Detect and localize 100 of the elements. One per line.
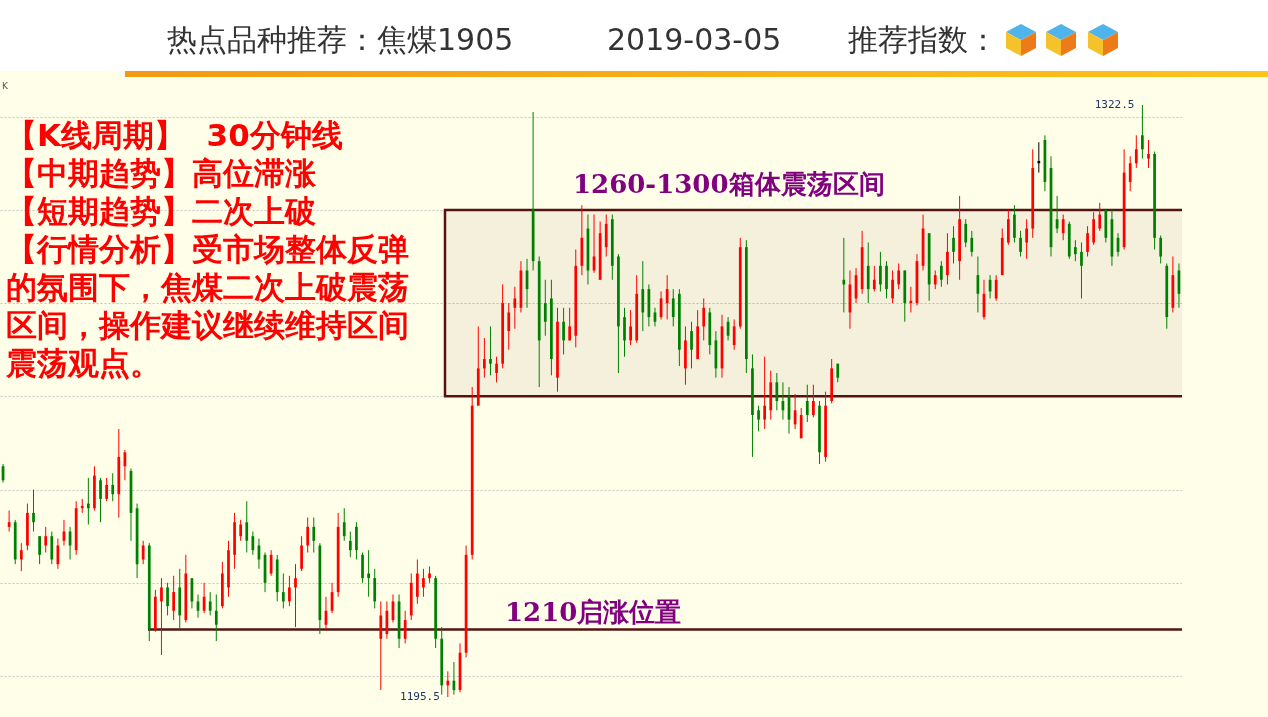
chart-title: 热点品种推荐：焦煤1905 [167,21,514,59]
candlestick [172,575,176,621]
candlestick [690,321,693,369]
annotation: 【K线周期】 30分钟线 [6,116,344,154]
candlestick [1037,141,1041,174]
candlestick [281,572,285,609]
candlestick [866,242,870,304]
candlestick [665,274,669,320]
annotation: 【行情分析】受市场整体反弹的氛围下，焦煤二次上破震荡区间，操作建议继续维持区间震荡观点。 [6,230,410,382]
candlestick [306,517,310,553]
candlestick [543,279,547,337]
candlestick [513,286,517,330]
candlestick [111,472,115,502]
candlestick [141,540,145,565]
candlestick [446,670,450,698]
candlestick [891,269,894,304]
candlestick [38,535,41,565]
candlestick [245,500,249,553]
candlestick [166,582,169,616]
candlestick [1159,235,1163,264]
candlestick [86,477,90,526]
candlestick [251,531,255,556]
candlestick [367,549,370,598]
candlestick [361,552,364,584]
candlestick [422,568,425,598]
candlestick [1098,202,1102,232]
candlestick [805,384,809,423]
candlestick [964,218,968,248]
candlestick [1128,155,1132,192]
candlestick [1141,104,1144,160]
candlestick [483,337,486,379]
candlestick [495,356,498,383]
ref-line-label: 1210启涨位置 [505,597,682,628]
candlestick [1147,139,1150,169]
candlestick [342,507,346,542]
candlestick [1134,134,1138,169]
candlestick [775,372,779,411]
candlestick [355,521,358,560]
candlestick [885,260,888,299]
candlestick [32,489,35,533]
candlestick [897,262,901,290]
candlestick [403,610,407,644]
candlestick [1006,209,1010,246]
candlestick [507,302,511,351]
chart-subtitle: 2019-03-05 [607,21,782,59]
candlestick [641,260,645,332]
candlestick [1019,230,1022,257]
annotation: 1195.5 [400,690,440,703]
candlestick [1013,204,1016,244]
candlestick [879,251,882,292]
candlestick [970,230,974,257]
candlestick [623,307,626,358]
candlestick [1086,225,1089,257]
candlestick [671,288,675,327]
candlestick [933,269,937,290]
candlestick [379,600,383,691]
candlestick [312,517,316,553]
candlestick [732,318,736,351]
candlestick [415,558,419,605]
candlestick [939,260,943,288]
candlestick [19,542,23,572]
candlestick [1061,214,1065,241]
annotation: 【短期趋势】二次上破 [6,192,317,230]
candlestick [842,237,846,313]
candlestick [757,405,760,432]
candlestick [568,307,572,341]
candlestick [604,214,608,257]
candlestick [812,384,815,418]
candlestick [99,477,102,523]
candlestick [872,265,876,292]
candlestick [1025,218,1028,260]
annotation: 【中期趋势】高位滞涨 [6,154,317,192]
candlestick [1080,242,1083,299]
candlestick [1092,211,1096,246]
candlestick [7,510,11,533]
candlestick [160,577,163,656]
candlestick [294,563,297,628]
annotation: 1322.5 [1094,98,1135,111]
candlestick [763,356,767,430]
candlestick [562,307,565,355]
candlestick [702,297,706,341]
candlestick [239,519,243,542]
candlestick [946,232,949,285]
candlestick [799,407,803,439]
candlestick [214,593,218,642]
candlestick [489,325,492,376]
candlestick [348,531,352,558]
candlestick [1074,239,1077,262]
candlestick [994,274,998,302]
text: K [2,81,8,92]
candlestick [952,225,955,264]
candlestick [373,568,377,609]
candlestick [288,575,291,607]
text: 推荐指数： [848,21,998,59]
candlestick [208,591,212,616]
candlestick [300,535,303,572]
candlestick [629,309,632,346]
candlestick [50,531,54,565]
band-label: 1260-1300箱体震荡区间 [573,168,885,199]
candlestick [44,526,48,553]
